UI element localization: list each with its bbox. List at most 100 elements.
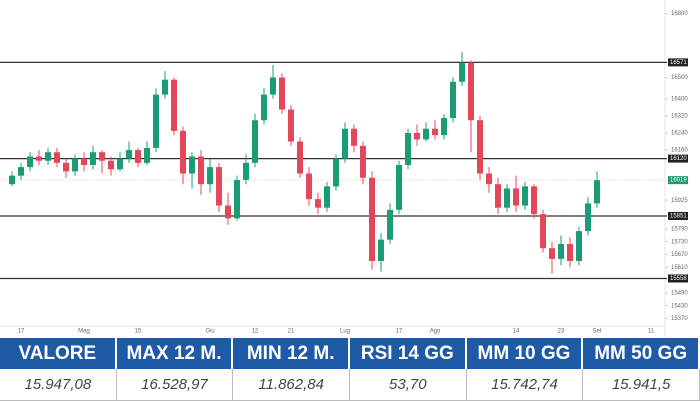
candle-body [198,156,204,185]
candle-body [81,158,87,165]
y-tick-label: 16500 [671,75,688,81]
candle-body [405,133,411,165]
candle-body [9,175,15,185]
table-header: MIN 12 M. [233,338,350,369]
candle-body [234,179,240,219]
table-header: MM 10 GG [466,338,584,369]
chart: 15370 15430 15490 15610 15670 15730 15790 15925… [0,0,688,338]
x-tick-label: 17 [18,329,25,335]
level-label: 15558 [670,276,687,282]
x-tick-label: Lug [340,329,350,335]
candle-body [549,248,555,259]
candle-body [153,94,159,148]
x-tick-label: 14 [513,329,520,335]
candle-body [423,128,429,140]
y-tick-label: 16320 [671,114,688,120]
table-value: 15.742,74 [466,369,584,401]
candle-body [135,150,141,163]
candle-body [594,180,600,204]
candle-body [576,231,582,261]
candle-body [117,158,123,170]
y-tick-label: 15670 [671,252,688,258]
stats-table: VALORE MAX 12 M. MIN 12 M. RSI 14 GG MM 10 G… [0,338,700,401]
candle-body [585,203,591,232]
level-box [668,154,688,163]
candle-body [162,79,168,95]
y-tick-label: 15370 [671,316,688,322]
x-tick-label: 11 [648,329,655,335]
x-tick-label: 21 [288,329,295,335]
candle-body [324,186,330,208]
candle-body [558,243,564,259]
candle-body [342,128,348,159]
x-tick-label: 17 [396,329,403,335]
candle-body [396,165,402,210]
candle-body [18,167,24,176]
candle-body [126,150,132,159]
candle-body [189,156,195,174]
candle-body [315,199,321,208]
table-value: 15.941,5 [583,369,700,401]
candle-body [216,167,222,206]
candle-body [279,77,285,110]
x-tick-label: 12 [252,329,259,335]
table-header: MM 50 GG [583,338,700,369]
candle-body [270,77,276,95]
candle-body [225,205,231,219]
y-tick-label: 15925 [671,198,688,204]
table-header: RSI 14 GG [349,338,467,369]
candle-body [441,118,447,136]
candle-body [63,162,69,172]
level-label: 16120 [670,156,687,162]
candle-body [504,188,510,208]
y-tick-label: 15610 [671,265,688,271]
candle-body [459,62,465,82]
table-value: 15.947,08 [0,369,117,401]
y-tick-label: 15430 [671,303,688,309]
candle-body [333,158,339,187]
candle-body [369,177,375,261]
candle-body [288,109,294,142]
candle-body [243,162,249,180]
candle-body [477,120,483,174]
table-value: 16.528,97 [116,369,234,401]
candle-body [36,156,42,161]
table-header: MAX 12 M. [116,338,234,369]
table-value: 53,70 [349,369,467,401]
candle-body [414,133,420,140]
x-tick-label: 23 [558,329,565,335]
candle-body [513,188,519,206]
level-box [668,58,688,67]
candle-body [495,184,501,208]
candle-body [306,173,312,200]
candle-body [99,152,105,161]
y-tick-label: 16240 [671,131,688,137]
candle-body [432,128,438,136]
x-tick-label: Ago [430,329,441,335]
candle-body [108,160,114,170]
y-tick-label: 16160 [671,148,688,154]
candle-body [72,158,78,172]
candle-body [387,209,393,240]
candle-body [522,186,528,206]
candle-body [45,152,51,161]
candle-body [54,152,60,163]
x-tick-label: 15 [135,329,142,335]
candle-body [207,167,213,185]
candle-body [450,81,456,119]
table-value: 11.862,84 [233,369,350,401]
candle-body [171,79,177,131]
candle-body [468,62,474,121]
candle-body [531,186,537,215]
y-tick-label: 16800 [671,11,688,17]
candle-body [261,94,267,121]
y-tick-label: 16400 [671,96,688,102]
candle-body [252,120,258,163]
x-tick-label: Giu [205,329,214,335]
candle-body [540,214,546,249]
candle-body [567,243,573,261]
candle-body [486,173,492,185]
candle-body [90,152,96,165]
level-label: 16571 [670,60,687,66]
